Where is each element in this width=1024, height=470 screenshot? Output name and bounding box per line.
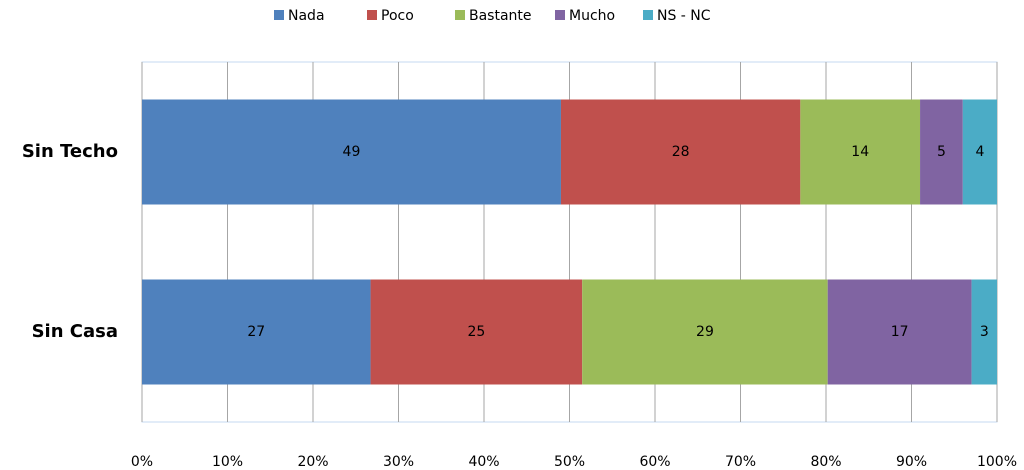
- x-tick-label: 90%: [896, 454, 927, 470]
- legend-swatch: [367, 10, 377, 20]
- data-label: 27: [247, 324, 265, 340]
- data-label: 17: [891, 324, 909, 340]
- bar-segment: [962, 99, 997, 205]
- x-tick-label: 20%: [297, 454, 328, 470]
- data-label: 49: [343, 144, 361, 160]
- legend-swatch: [455, 10, 465, 20]
- x-tick-label: 10%: [212, 454, 243, 470]
- legend-label: Bastante: [469, 8, 532, 24]
- bar-segment: [827, 279, 972, 385]
- bar-segment: [800, 99, 921, 205]
- bar-segment: [142, 279, 371, 385]
- x-tick-label: 0%: [131, 454, 153, 470]
- legend-swatch: [643, 10, 653, 20]
- x-tick-label: 30%: [383, 454, 414, 470]
- data-label: 29: [696, 324, 714, 340]
- legend-label: NS - NC: [657, 8, 711, 24]
- category-label: Sin Techo: [22, 141, 118, 162]
- legend-swatch: [274, 10, 284, 20]
- legend-label: Nada: [288, 8, 325, 24]
- data-label: 4: [975, 144, 984, 160]
- x-tick-label: 80%: [810, 454, 841, 470]
- data-label: 3: [980, 324, 989, 340]
- x-tick-label: 100%: [977, 454, 1017, 470]
- bar-segment: [920, 99, 963, 205]
- bar-segment: [142, 99, 561, 205]
- data-label: 28: [672, 144, 690, 160]
- category-label: Sin Casa: [32, 321, 118, 342]
- data-label: 25: [467, 324, 485, 340]
- data-label: 5: [937, 144, 946, 160]
- x-tick-label: 40%: [468, 454, 499, 470]
- bar-segment: [560, 99, 801, 205]
- x-tick-label: 60%: [639, 454, 670, 470]
- x-tick-label: 70%: [725, 454, 756, 470]
- legend-label: Mucho: [569, 8, 615, 24]
- bar-segment: [971, 279, 997, 385]
- data-label: 14: [851, 144, 869, 160]
- x-tick-label: 50%: [554, 454, 585, 470]
- bar-segment: [370, 279, 583, 385]
- legend-swatch: [555, 10, 565, 20]
- legend-label: Poco: [381, 8, 414, 24]
- bar-segment: [582, 279, 828, 385]
